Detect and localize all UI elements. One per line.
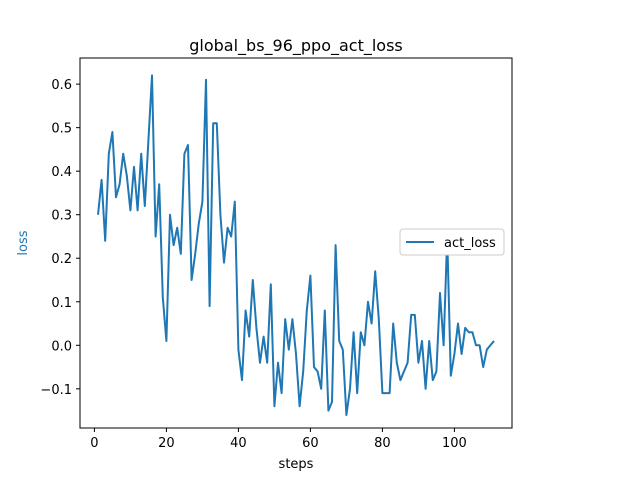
y-tick-label: 0.2 (51, 252, 72, 267)
y-tick-label: 0.0 (51, 339, 72, 354)
chart-title: global_bs_96_ppo_act_loss (189, 36, 403, 56)
y-tick-label: 0.4 (51, 165, 72, 180)
y-axis-ticks: −0.1 0.0 0.1 0.2 0.3 0.4 0.5 0.6 (40, 78, 80, 398)
x-tick-label: 20 (158, 436, 175, 451)
y-tick-label: 0.1 (51, 296, 72, 311)
x-tick-label: 40 (230, 436, 247, 451)
x-axis-ticks: 0 20 40 60 80 100 (90, 428, 467, 451)
y-axis-label: loss (16, 230, 31, 255)
y-tick-label: 0.3 (51, 209, 72, 224)
x-tick-label: 100 (442, 436, 467, 451)
x-tick-label: 80 (374, 436, 391, 451)
x-tick-label: 0 (90, 436, 98, 451)
series-layer (97, 74, 495, 416)
y-tick-label: −0.1 (40, 383, 72, 398)
legend-label-act-loss: act_loss (444, 236, 496, 251)
x-axis-label: steps (279, 457, 314, 472)
x-tick-label: 60 (302, 436, 319, 451)
plot-frame (79, 57, 513, 429)
legend-box (399, 228, 505, 256)
y-tick-label: 0.6 (51, 78, 72, 93)
legend: act_loss (399, 228, 505, 256)
series-line-act-loss (97, 74, 495, 416)
y-tick-label: 0.5 (51, 122, 72, 137)
